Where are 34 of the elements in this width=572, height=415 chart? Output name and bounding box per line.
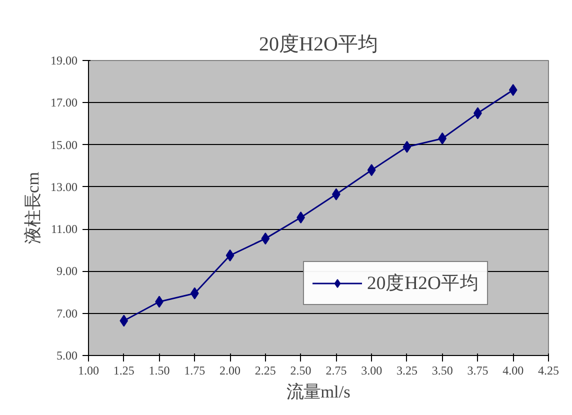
y-tick-label: 7.00 bbox=[56, 306, 78, 320]
y-tick-label: 17.00 bbox=[50, 96, 78, 110]
x-tick-label: 3.75 bbox=[467, 364, 488, 378]
legend-label: 20度H2O平均 bbox=[367, 272, 479, 296]
point bbox=[367, 164, 376, 176]
point bbox=[120, 314, 128, 327]
point bbox=[261, 232, 270, 245]
y-tick-label: 19.00 bbox=[50, 54, 78, 68]
point bbox=[226, 249, 234, 262]
x-tick-label: 2.00 bbox=[220, 364, 241, 378]
point bbox=[508, 84, 518, 96]
x-axis-title: 流量ml/s bbox=[286, 382, 351, 402]
x-tick-label: 1.00 bbox=[78, 364, 99, 378]
x-tick-label: 2.25 bbox=[254, 364, 276, 378]
x-tick-label: 1.25 bbox=[113, 364, 134, 378]
x-tick-label: 3.00 bbox=[361, 364, 382, 378]
y-axis-title: 液柱長cm bbox=[24, 171, 42, 244]
y-tick-label: 13.00 bbox=[50, 180, 78, 194]
x-tick-label: 2.75 bbox=[326, 364, 347, 378]
y-tick-label: 15.00 bbox=[50, 138, 78, 152]
chart-title: 20度H2O平均 bbox=[259, 34, 378, 56]
y-tick-label: 11.00 bbox=[50, 222, 78, 236]
x-tick-label: 3.50 bbox=[432, 364, 453, 378]
x-tick-label: 1.75 bbox=[184, 364, 206, 378]
y-tick-label: 5.00 bbox=[56, 348, 78, 362]
point bbox=[402, 140, 412, 153]
x-tick-label: 1.50 bbox=[148, 364, 170, 378]
point bbox=[438, 132, 447, 144]
x-tick-label: 4.00 bbox=[502, 364, 524, 378]
x-tick-label: 4.25 bbox=[538, 364, 559, 378]
x-tick-label: 3.25 bbox=[396, 364, 418, 378]
y-tick-label: 9.00 bbox=[56, 264, 78, 278]
x-tick-label: 2.50 bbox=[290, 364, 312, 378]
point bbox=[190, 287, 199, 300]
